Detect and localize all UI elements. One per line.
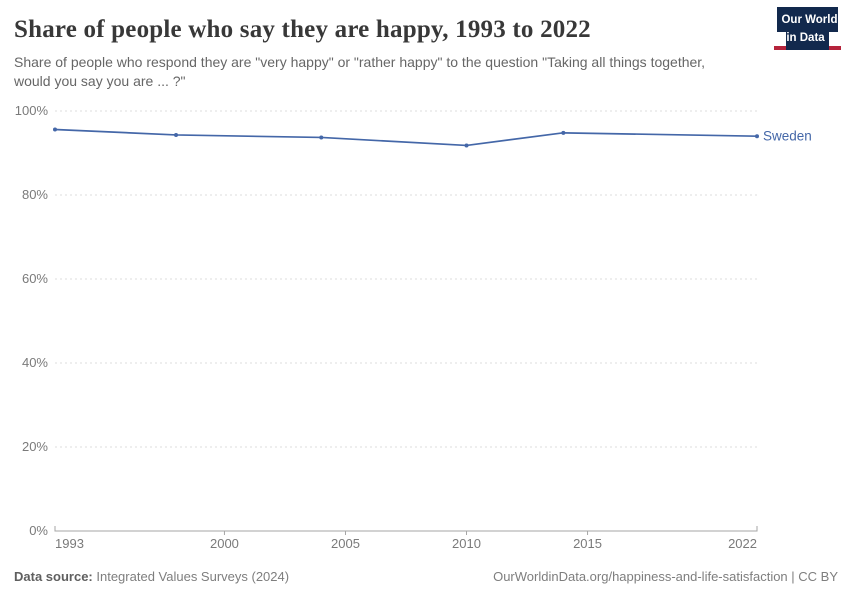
owid-logo-text: Our World in Data: [777, 7, 838, 50]
y-axis-labels: 0% 20% 40% 60% 80% 100%: [15, 103, 49, 538]
owid-logo-line2: in Data: [786, 32, 825, 44]
data-point[interactable]: [464, 143, 469, 148]
y-gridlines: [55, 110, 757, 448]
series-label[interactable]: Sweden: [763, 129, 812, 144]
page-title: Share of people who say they are happy, …: [14, 16, 591, 43]
svg-text:60%: 60%: [22, 271, 48, 286]
data-point[interactable]: [755, 134, 759, 139]
chart-header: Share of people who say they are happy, …: [14, 16, 764, 91]
x-axis-labels: 1993 2000 2005 2010 2015 2022: [55, 536, 757, 551]
data-source-value: Integrated Values Surveys (2024): [96, 569, 290, 584]
svg-text:2022: 2022: [728, 536, 757, 551]
series-sweden[interactable]: Sweden: [53, 127, 812, 148]
svg-text:2000: 2000: [210, 536, 239, 551]
svg-text:0%: 0%: [29, 523, 48, 538]
svg-text:2010: 2010: [452, 536, 481, 551]
series-line: [54, 128, 758, 147]
svg-text:80%: 80%: [22, 187, 48, 202]
x-axis: [54, 526, 758, 535]
svg-text:1993: 1993: [55, 536, 84, 551]
svg-text:40%: 40%: [22, 355, 48, 370]
data-source-label: Data source:: [14, 569, 93, 584]
svg-text:2015: 2015: [573, 536, 602, 551]
data-point[interactable]: [174, 132, 179, 137]
data-source: Data source: Integrated Values Surveys (…: [14, 569, 289, 584]
svg-text:2005: 2005: [331, 536, 360, 551]
attribution-link[interactable]: OurWorldinData.org/happiness-and-life-sa…: [493, 569, 838, 584]
chart-footer: Data source: Integrated Values Surveys (…: [14, 569, 838, 584]
svg-text:20%: 20%: [22, 439, 48, 454]
owid-logo-line1: Our World: [781, 14, 838, 26]
data-point[interactable]: [561, 130, 566, 135]
data-point[interactable]: [319, 135, 324, 140]
svg-text:100%: 100%: [15, 103, 49, 118]
data-point[interactable]: [53, 127, 57, 132]
chart-subtitle: Share of people who respond they are "ve…: [14, 54, 706, 89]
owid-logo[interactable]: Our World in Data: [774, 7, 841, 50]
